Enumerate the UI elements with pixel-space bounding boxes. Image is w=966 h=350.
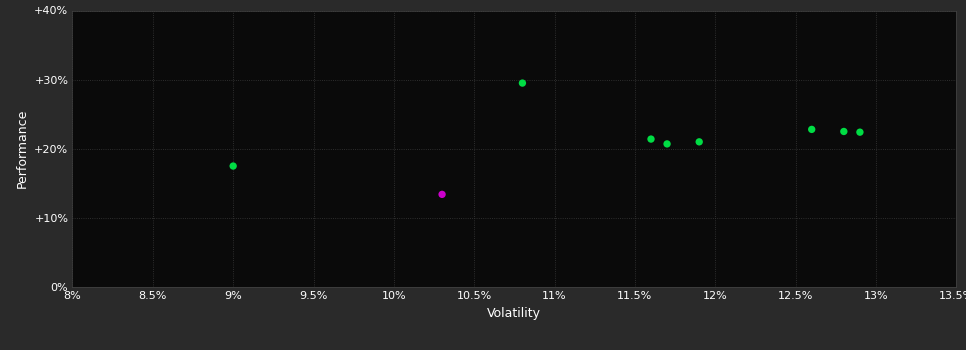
Point	[225, 163, 241, 169]
Point	[435, 191, 450, 197]
Point	[643, 136, 659, 142]
X-axis label: Volatility: Volatility	[488, 307, 541, 320]
Point	[692, 139, 707, 145]
Point	[660, 141, 675, 147]
Y-axis label: Performance: Performance	[15, 109, 29, 188]
Point	[852, 130, 867, 135]
Point	[837, 129, 852, 134]
Point	[515, 80, 530, 86]
Point	[804, 127, 819, 132]
